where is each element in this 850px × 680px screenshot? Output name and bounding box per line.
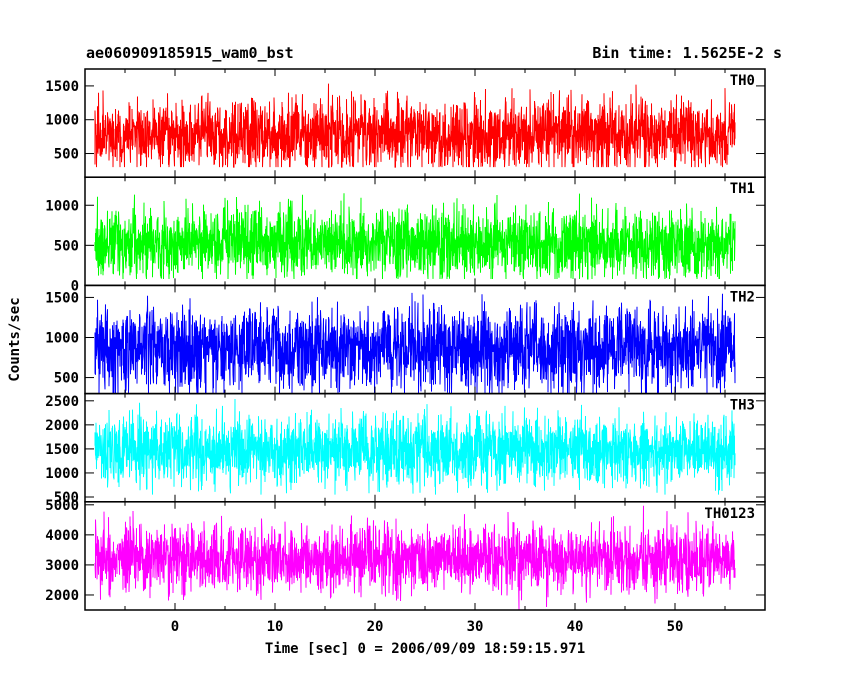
y-tick-label: 1000 [45, 466, 79, 482]
panel-label-th3: TH3 [730, 398, 755, 414]
series-trace-th0123 [94, 505, 736, 611]
y-tick-label: 4000 [45, 528, 79, 544]
y-tick-label: 500 [54, 238, 79, 254]
y-tick-label: 500 [54, 490, 79, 506]
panel-label-th0: TH0 [730, 73, 755, 89]
y-tick-label: 2000 [45, 588, 79, 604]
y-tick-label: 1000 [45, 113, 79, 129]
x-tick-label: 50 [667, 619, 684, 635]
y-axis-label: Counts/sec [7, 297, 23, 381]
series-trace-th3 [94, 398, 736, 495]
x-tick-label: 30 [467, 619, 484, 635]
y-tick-label: 500 [54, 371, 79, 387]
y-tick-label: 2500 [45, 394, 79, 410]
series-trace-th0 [94, 83, 736, 168]
x-axis-label: Time [sec] 0 = 2006/09/09 18:59:15.971 [265, 641, 585, 657]
y-tick-label: 1500 [45, 79, 79, 95]
panel-label-th0123: TH0123 [704, 506, 755, 522]
y-tick-label: 1000 [45, 330, 79, 346]
y-tick-label: 0 [71, 278, 79, 294]
y-tick-label: 5000 [45, 498, 79, 514]
y-tick-label: 1500 [45, 290, 79, 306]
y-tick-label: 1000 [45, 198, 79, 214]
y-tick-label: 2000 [45, 418, 79, 434]
x-tick-label: 40 [567, 619, 584, 635]
y-tick-label: 500 [54, 147, 79, 163]
panel-label-th1: TH1 [730, 181, 755, 197]
panel-label-th2: TH2 [730, 289, 755, 305]
observation-id-title: ae060909185915_wam0_bst [86, 44, 294, 62]
x-tick-label: 20 [367, 619, 384, 635]
y-tick-label: 3000 [45, 558, 79, 574]
series-trace-th2 [94, 292, 736, 395]
series-trace-th1 [94, 193, 736, 280]
y-tick-label: 1500 [45, 442, 79, 458]
x-tick-label: 0 [171, 619, 179, 635]
bin-time-label: Bin time: 1.5625E-2 s [592, 44, 782, 62]
x-tick-label: 10 [267, 619, 284, 635]
